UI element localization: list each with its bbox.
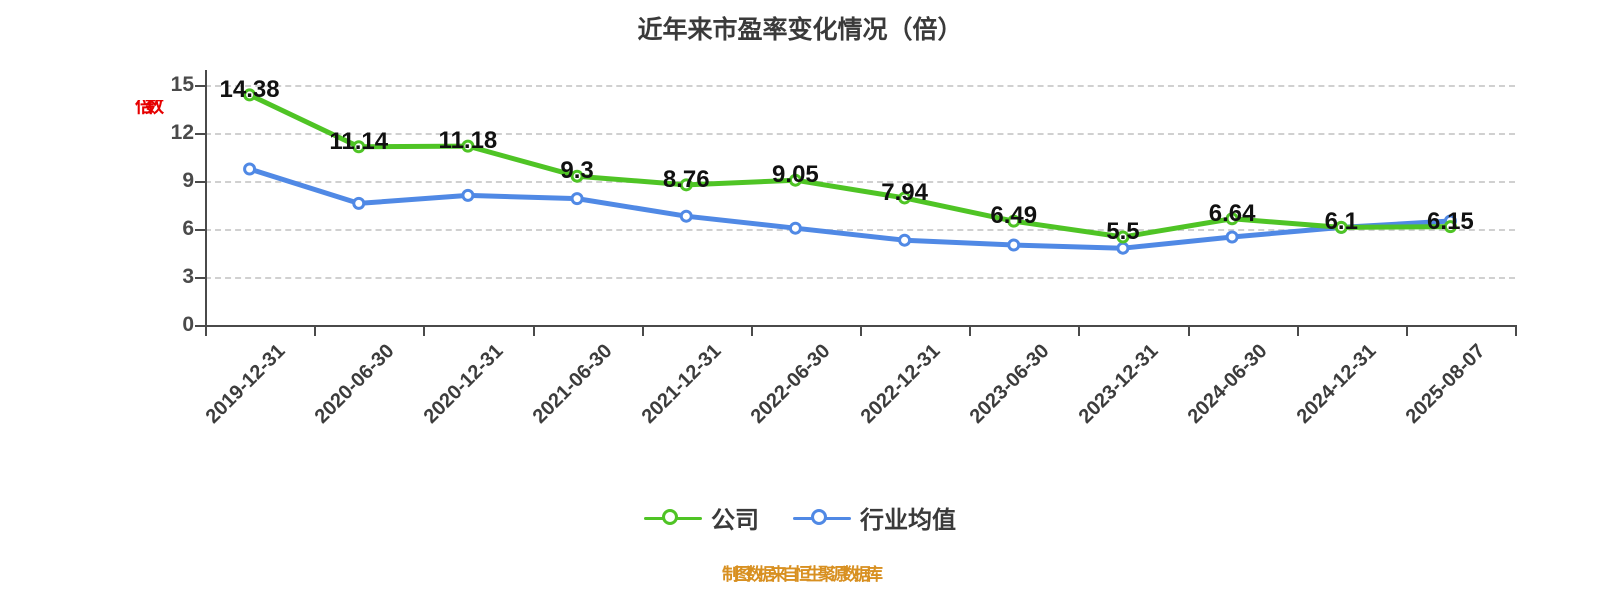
x-tick-mark (205, 325, 207, 336)
legend-item-company[interactable]: 公司 (644, 500, 759, 535)
x-tick-mark (860, 325, 862, 336)
y-axis-line (205, 70, 207, 325)
data-point-label: 6.49 (990, 202, 1038, 230)
x-tick-mark (423, 325, 426, 336)
x-tick-label: 2024-12-31 (1292, 340, 1381, 428)
x-tick-mark (969, 325, 972, 336)
grid-line (205, 133, 1515, 135)
y-tick-mark (195, 325, 206, 327)
y-tick-mark (195, 229, 206, 231)
data-point-marker (243, 162, 257, 176)
data-point-label: 8.76 (662, 165, 710, 193)
y-tick-label: 3 (182, 265, 194, 288)
legend-item-industry-average[interactable]: 行业均值 (793, 500, 956, 535)
x-tick-label: 2023-12-31 (1074, 340, 1163, 428)
x-tick-mark (750, 325, 753, 336)
data-point-marker (352, 196, 366, 210)
y-tick-mark (195, 277, 206, 279)
data-point-label: 9.05 (772, 161, 819, 189)
data-point-marker (679, 209, 693, 223)
data-point-marker (1225, 230, 1239, 244)
x-tick-label: 2024-06-30 (1183, 340, 1272, 428)
x-tick-mark (1515, 325, 1517, 336)
data-point-marker (1007, 238, 1021, 252)
x-tick-label: 2019-12-31 (201, 340, 290, 428)
x-tick-label: 2023-06-30 (965, 340, 1054, 428)
data-point-label: 5.5 (1106, 218, 1140, 245)
data-point-label: 9.3 (560, 157, 594, 185)
x-tick-mark (314, 325, 317, 336)
legend-marker-icon (644, 507, 702, 529)
y-tick-mark (195, 181, 206, 183)
y-tick-label: 15 (170, 73, 194, 96)
y-tick-label: 9 (182, 169, 194, 192)
grid-line (205, 181, 1515, 183)
data-point-label: 14.38 (219, 75, 280, 103)
grid-line (205, 277, 1515, 279)
x-tick-label: 2022-12-31 (856, 340, 945, 428)
x-tick-label: 2025-08-07 (1402, 340, 1490, 428)
x-tick-mark (641, 325, 644, 336)
y-tick-label: 0 (182, 313, 194, 336)
x-tick-mark (532, 325, 535, 336)
chart-title: 近年来市盈率变化情况（倍） (637, 16, 963, 44)
legend-marker-icon (793, 507, 851, 529)
x-tick-label: 2020-06-30 (310, 340, 399, 428)
x-tick-label: 2021-06-30 (528, 340, 617, 428)
data-point-label: 6.1 (1324, 208, 1358, 236)
legend-label: 公司 (711, 507, 759, 534)
legend-label: 行业均值 (860, 507, 956, 534)
x-tick-mark (1078, 325, 1081, 336)
chart-footnote: 制图数据来自恒生聚源数据库 (722, 565, 883, 584)
y-tick-mark (195, 85, 206, 87)
data-point-label: 6.64 (1208, 199, 1256, 227)
chart-legend: 公司 行业均值 (0, 500, 1600, 535)
data-point-label: 11.18 (438, 127, 498, 155)
data-point-marker (461, 188, 475, 202)
data-point-label: 7.94 (881, 178, 928, 206)
x-tick-mark (1187, 325, 1190, 336)
series-line (247, 92, 1453, 240)
y-tick-label: 12 (170, 121, 194, 144)
data-point-marker (570, 192, 584, 206)
y-tick-mark (195, 133, 206, 135)
grid-line (205, 229, 1515, 231)
data-point-label: 11.14 (329, 127, 389, 155)
grid-line (205, 85, 1515, 87)
x-tick-mark (1405, 325, 1408, 336)
y-tick-label: 6 (182, 217, 194, 240)
data-point-marker (898, 233, 912, 247)
data-point-label: 6.15 (1427, 207, 1474, 235)
x-tick-mark (1296, 325, 1299, 336)
x-tick-label: 2020-12-31 (419, 340, 508, 428)
y-axis-title: 倍数 (134, 100, 164, 117)
x-tick-label: 2022-06-30 (747, 340, 835, 428)
x-tick-label: 2021-12-31 (637, 340, 726, 428)
